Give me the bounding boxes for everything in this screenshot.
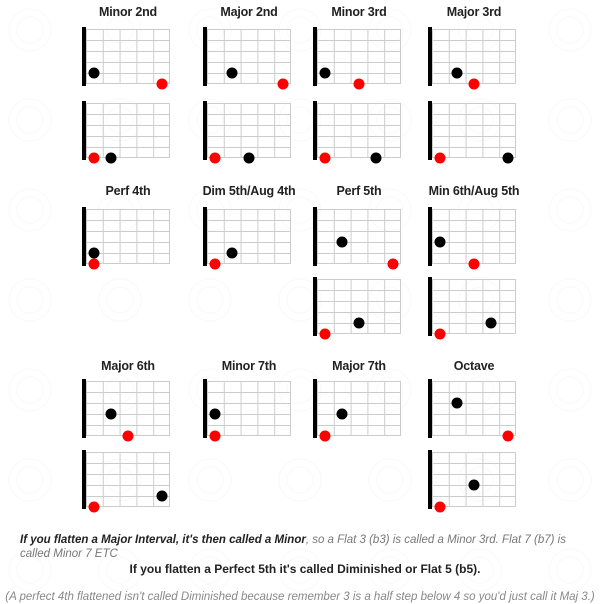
interval-note-dot bbox=[434, 236, 446, 248]
interval-note-dot bbox=[353, 317, 365, 329]
root-note-dot bbox=[468, 258, 480, 270]
nut bbox=[82, 207, 86, 266]
fretboard-diagram bbox=[313, 277, 401, 340]
note-diminished: If you flatten a Perfect 5th it's called… bbox=[129, 562, 481, 576]
interval-note-dot bbox=[451, 397, 463, 409]
interval-note-dot bbox=[468, 479, 480, 491]
nut bbox=[428, 27, 432, 86]
interval-title: Perf 5th bbox=[336, 184, 382, 198]
nut bbox=[82, 101, 86, 160]
fretboard-diagram bbox=[428, 277, 516, 340]
interval-note-dot bbox=[370, 152, 382, 164]
interval-note-dot bbox=[226, 247, 238, 259]
fretboard-diagram bbox=[428, 450, 516, 513]
root-note-dot bbox=[468, 78, 480, 90]
fretboard-diagram bbox=[82, 27, 170, 90]
interval-title: Minor 2nd bbox=[99, 5, 157, 19]
root-note-dot bbox=[434, 328, 446, 340]
interval-title: Minor 7th bbox=[221, 359, 277, 373]
nut bbox=[82, 379, 86, 438]
fretboard-diagram bbox=[203, 27, 291, 90]
fretboard-diagram bbox=[203, 101, 291, 164]
fretboard-diagram bbox=[82, 450, 170, 513]
fretboard-diagram bbox=[428, 379, 516, 442]
fretboard-diagram bbox=[203, 379, 291, 442]
nut bbox=[428, 450, 432, 509]
interval-title: Major 7th bbox=[332, 359, 386, 373]
interval-title: Major 2nd bbox=[220, 5, 278, 19]
root-note-dot bbox=[209, 430, 221, 442]
note-italic: , so a Flat 3 (b3) is called a Minor 3rd… bbox=[20, 534, 566, 560]
root-note-dot bbox=[88, 501, 100, 513]
interval-note-dot bbox=[336, 236, 348, 248]
fretboard-diagram bbox=[203, 207, 291, 270]
nut bbox=[313, 101, 317, 160]
nut bbox=[313, 27, 317, 86]
root-note-dot bbox=[319, 152, 331, 164]
interval-note-dot bbox=[156, 490, 168, 502]
interval-note-dot bbox=[485, 317, 497, 329]
root-note-dot bbox=[122, 430, 134, 442]
nut bbox=[203, 101, 207, 160]
fretboard-diagram bbox=[313, 27, 401, 90]
root-note-dot bbox=[387, 258, 399, 270]
note-major-minor: If you flatten a Major Interval, it's th… bbox=[20, 533, 590, 561]
root-note-dot bbox=[277, 78, 289, 90]
root-note-dot bbox=[156, 78, 168, 90]
interval-note-dot bbox=[451, 67, 463, 79]
fretboard-diagram bbox=[428, 101, 516, 164]
interval-note-dot bbox=[88, 67, 100, 79]
nut bbox=[428, 101, 432, 160]
root-note-dot bbox=[353, 78, 365, 90]
interval-title: Major 3rd bbox=[446, 5, 502, 19]
nut bbox=[82, 450, 86, 509]
fretboard-diagram bbox=[428, 207, 516, 270]
root-note-dot bbox=[319, 430, 331, 442]
nut bbox=[203, 379, 207, 438]
interval-note-dot bbox=[105, 152, 117, 164]
root-note-dot bbox=[502, 430, 514, 442]
nut bbox=[428, 277, 432, 336]
interval-note-dot bbox=[243, 152, 255, 164]
root-note-dot bbox=[88, 258, 100, 270]
root-note-dot bbox=[88, 152, 100, 164]
interval-title: Dim 5th/Aug 4th bbox=[202, 184, 296, 198]
nut bbox=[428, 207, 432, 266]
fretboard-diagram bbox=[82, 379, 170, 442]
interval-note-dot bbox=[226, 67, 238, 79]
interval-title: Octave bbox=[453, 359, 495, 373]
interval-note-dot bbox=[209, 408, 221, 420]
interval-note-dot bbox=[105, 408, 117, 420]
root-note-dot bbox=[434, 501, 446, 513]
nut bbox=[203, 27, 207, 86]
interval-note-dot bbox=[88, 247, 100, 259]
fretboard-diagram bbox=[82, 207, 170, 270]
nut bbox=[82, 27, 86, 86]
interval-note-dot bbox=[319, 67, 331, 79]
interval-title: Minor 3rd bbox=[331, 5, 387, 19]
fretboard-diagram bbox=[313, 379, 401, 442]
note-perfect-4th: (A perfect 4th flattened isn't called Di… bbox=[5, 591, 595, 603]
root-note-dot bbox=[319, 328, 331, 340]
nut bbox=[313, 277, 317, 336]
root-note-dot bbox=[209, 258, 221, 270]
fretboard-diagram bbox=[82, 101, 170, 164]
root-note-dot bbox=[434, 152, 446, 164]
root-note-dot bbox=[209, 152, 221, 164]
interval-title: Min 6th/Aug 5th bbox=[428, 184, 520, 198]
note-bold: If you flatten a Major Interval, it's th… bbox=[20, 534, 306, 546]
fretboard-diagram bbox=[313, 101, 401, 164]
interval-note-dot bbox=[336, 408, 348, 420]
nut bbox=[203, 207, 207, 266]
nut bbox=[313, 207, 317, 266]
interval-title: Perf 4th bbox=[105, 184, 151, 198]
interval-title: Major 6th bbox=[101, 359, 155, 373]
fretboard-diagram bbox=[313, 207, 401, 270]
interval-note-dot bbox=[502, 152, 514, 164]
nut bbox=[428, 379, 432, 438]
nut bbox=[313, 379, 317, 438]
fretboard-diagram bbox=[428, 27, 516, 90]
